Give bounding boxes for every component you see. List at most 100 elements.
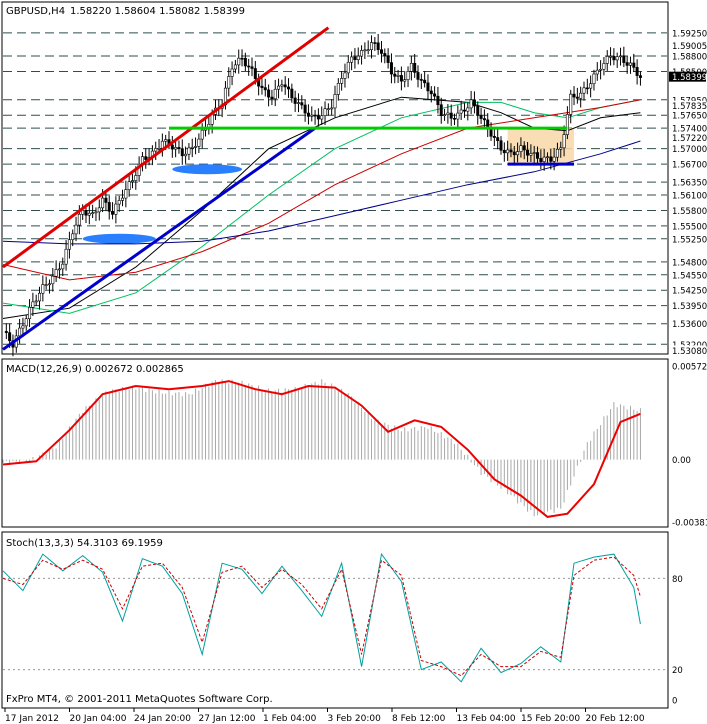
price-y-tick-bg xyxy=(669,143,706,154)
candle-body xyxy=(270,96,274,100)
candle-body xyxy=(326,108,330,110)
candle-body xyxy=(8,332,12,342)
candle-body xyxy=(502,149,506,154)
candle-body xyxy=(506,149,510,154)
candle-body xyxy=(184,153,188,157)
candle-body xyxy=(293,97,297,104)
x-tick-label: 8 Feb 12:00 xyxy=(392,714,446,724)
candle-body xyxy=(555,148,559,158)
candle-body xyxy=(277,85,281,90)
candle-body xyxy=(575,96,579,99)
candle-body xyxy=(38,292,42,302)
candle-body xyxy=(260,85,264,88)
candle-body xyxy=(379,49,383,54)
price-y-tick-label: 1.57220 xyxy=(672,134,707,144)
price-y-tick-label: 1.57000 xyxy=(672,145,707,155)
candle-body xyxy=(522,145,526,151)
price-panel-frame xyxy=(1,1,669,355)
candle-body xyxy=(406,71,410,81)
candle-body xyxy=(426,82,430,92)
candle-body xyxy=(429,90,433,95)
candle-body xyxy=(320,115,324,120)
candle-body xyxy=(499,140,503,151)
candle-body xyxy=(67,239,71,250)
price-blob-1 xyxy=(172,164,243,175)
candle-body xyxy=(373,42,377,44)
candle-body xyxy=(170,144,174,150)
candle-body xyxy=(97,207,101,213)
candle-body xyxy=(446,112,450,115)
candle-body xyxy=(609,55,613,58)
candle-body xyxy=(439,104,443,116)
price-y-tick-bg xyxy=(669,123,706,134)
candle-body xyxy=(4,331,8,333)
candle-body xyxy=(296,102,300,104)
candle-body xyxy=(585,87,589,90)
price-y-tick-bg xyxy=(669,100,706,111)
price-y-tick-bg xyxy=(669,220,706,231)
candle-body xyxy=(482,118,486,121)
candle-body xyxy=(370,42,374,50)
candle-body xyxy=(542,156,546,162)
macd-signal-path xyxy=(2,380,641,518)
candle-body xyxy=(243,57,247,67)
candle-body xyxy=(628,62,632,66)
candle-body xyxy=(41,284,45,294)
price-y-tick-label: 1.54550 xyxy=(672,271,707,281)
price-y-ticks: 1.592501.590051.588001.585001.583991.579… xyxy=(669,27,707,357)
candle-body xyxy=(366,49,370,51)
candle-body xyxy=(419,79,423,81)
x-tick-label: 20 Jan 04:00 xyxy=(70,714,127,724)
price-y-tick-label: 1.54250 xyxy=(672,287,707,297)
candle-body xyxy=(300,102,304,106)
candle-body xyxy=(356,55,360,60)
price-y-tick-label: 1.55800 xyxy=(672,207,707,217)
candle-body xyxy=(443,114,447,116)
price-y-tick-bg xyxy=(669,40,706,51)
price-y-tick-bg xyxy=(669,27,706,38)
price-y-tick-bg xyxy=(669,132,706,143)
price-y-tick-label: 1.53080 xyxy=(672,347,707,357)
x-tick-label: 1 Feb 04:00 xyxy=(263,714,317,724)
price-y-tick-label: 1.59250 xyxy=(672,29,707,39)
candle-body xyxy=(240,57,244,60)
candle-body xyxy=(287,86,291,90)
price-y-tick-label: 1.56100 xyxy=(672,192,707,202)
stoch-panel-frame xyxy=(1,531,669,709)
candle-body xyxy=(615,56,619,61)
candle-body xyxy=(436,95,440,106)
candle-body xyxy=(403,79,407,82)
candle-body xyxy=(263,87,267,91)
candle-body xyxy=(104,197,108,203)
price-y-tick-bg xyxy=(669,285,706,296)
candle-body xyxy=(61,263,65,270)
x-tick-label: 17 Jan 2012 xyxy=(5,714,59,724)
price-y-tick-label: 1.56700 xyxy=(672,161,707,171)
stoch-levels xyxy=(3,577,667,671)
candle-body xyxy=(87,212,91,216)
candle-body xyxy=(28,307,32,320)
candle-body xyxy=(386,55,390,63)
candle-body xyxy=(545,156,549,159)
candle-body xyxy=(552,156,556,162)
candle-body xyxy=(539,158,543,162)
macd-y-tick-label: 0.00572 xyxy=(672,363,707,373)
x-axis-ticks: 17 Jan 2012 20 Jan 04:00 24 Jan 20:00 27 Ja… xyxy=(4,708,645,724)
candle-body xyxy=(529,153,533,156)
price-y-tick-label: 1.57650 xyxy=(672,112,707,122)
candle-body xyxy=(21,325,25,329)
candle-body xyxy=(632,62,636,68)
price-y-tick-label: 1.54800 xyxy=(672,258,707,268)
candle-body xyxy=(157,147,161,150)
candle-body xyxy=(605,56,609,64)
candle-body xyxy=(396,75,400,77)
price-y-tick-bg xyxy=(669,66,706,77)
candle-body xyxy=(363,49,367,52)
candle-body xyxy=(134,175,138,181)
moving-average-3 xyxy=(2,140,641,245)
candle-body xyxy=(519,145,523,152)
candle-body xyxy=(409,62,413,72)
stoch-title: Stoch(13,3,3) 54.3103 69.1959 xyxy=(6,538,163,549)
stoch-y-ticks: 80 20 0 xyxy=(672,575,683,707)
